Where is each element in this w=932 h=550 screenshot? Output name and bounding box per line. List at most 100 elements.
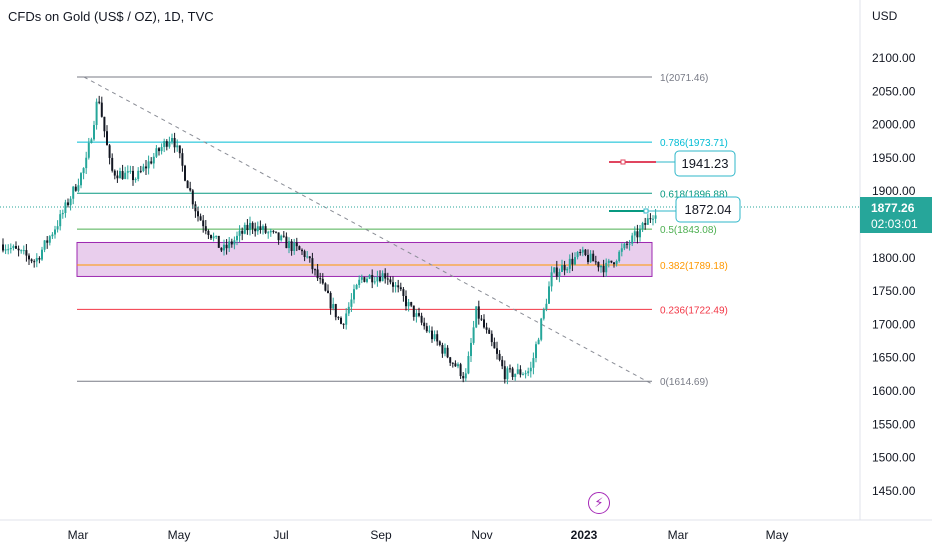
callout-lower[interactable]: 1872.04: [609, 196, 741, 223]
candle-body: [524, 373, 527, 375]
candle-body: [516, 369, 519, 374]
candle-body: [147, 161, 150, 169]
candle-body: [22, 250, 25, 252]
candle-body: [633, 231, 636, 236]
candle-body: [134, 178, 137, 181]
candle-body: [85, 157, 88, 169]
candle-body: [639, 228, 641, 238]
candle-body: [194, 204, 197, 212]
candle-body: [38, 258, 41, 260]
candle-body: [48, 236, 51, 243]
candle-body: [215, 235, 218, 237]
candle-body: [103, 116, 106, 132]
candle-body: [100, 102, 103, 117]
price-tick-label: 1900.00: [872, 184, 916, 198]
candle-body: [587, 254, 589, 263]
candle-body: [613, 262, 615, 265]
candle-body: [597, 261, 600, 268]
candle-body: [184, 165, 186, 181]
candle-body: [581, 249, 584, 253]
candle-body: [77, 185, 80, 191]
fib-level-label: 0.786(1973.71): [660, 138, 728, 149]
candle-body: [15, 246, 17, 249]
candle-body: [600, 265, 602, 268]
candle-body: [529, 367, 532, 372]
candle-body: [191, 190, 194, 205]
candle-body: [228, 241, 231, 249]
candle-body: [93, 125, 95, 140]
candle-body: [251, 222, 254, 229]
callout-upper[interactable]: 1941.23: [609, 150, 736, 177]
candle-body: [238, 230, 241, 236]
candle-body: [67, 202, 69, 206]
time-tick-label: May: [766, 528, 789, 542]
candle-body: [389, 279, 392, 283]
candle-body: [337, 317, 340, 319]
time-tick-label: Mar: [68, 528, 89, 542]
fibonacci-retracement[interactable]: 1(2071.46) 0.786(1973.71) 0.618(1896.88) 0.…: [77, 73, 728, 388]
candle-body: [327, 290, 329, 293]
candle-body: [571, 258, 574, 265]
candle-body: [35, 258, 38, 262]
candle-body: [267, 232, 270, 234]
support-zone[interactable]: [76, 241, 653, 277]
candle-body: [80, 173, 82, 186]
candle-body: [646, 218, 649, 225]
callout-lower-box: [675, 196, 741, 223]
candle-body: [246, 224, 249, 231]
candle-body: [204, 226, 207, 231]
candle-body: [636, 231, 639, 238]
candle-body: [249, 222, 251, 231]
candle-body: [288, 241, 290, 249]
candle-body: [126, 171, 129, 173]
candle-body: [306, 256, 309, 258]
candle-body: [420, 315, 423, 323]
callout-lower-text: 1872.04: [685, 202, 732, 217]
candle-body: [477, 306, 480, 319]
candle-body: [9, 247, 12, 250]
candle-body: [454, 363, 457, 367]
candle-body: [376, 276, 379, 282]
price-tick-label: 1950.00: [872, 151, 916, 165]
candle-body: [631, 235, 634, 244]
candle-body: [20, 250, 23, 252]
candle-body: [277, 232, 280, 241]
candle-body: [381, 273, 384, 282]
candle-body: [550, 272, 553, 287]
candle-body: [483, 319, 485, 328]
price-tick-label: 1750.00: [872, 284, 916, 298]
candle-body: [290, 241, 293, 251]
candle-body: [511, 368, 514, 377]
candle-body: [212, 236, 215, 239]
candle-body: [558, 271, 561, 277]
candle-body: [641, 223, 644, 229]
candle-body: [129, 170, 132, 172]
candle-body: [522, 374, 524, 376]
candle-body: [410, 302, 413, 306]
candle-body: [301, 249, 303, 252]
price-tick-label: 1700.00: [872, 317, 916, 331]
candle-body: [64, 202, 67, 213]
candle-body: [178, 145, 181, 154]
candle-body: [314, 269, 316, 271]
candle-body: [472, 327, 475, 343]
candle-body: [355, 284, 358, 290]
candle-body: [384, 273, 387, 279]
candle-body: [623, 243, 626, 249]
candle-body: [41, 249, 43, 260]
descending-trendline[interactable]: [83, 76, 653, 385]
candle-body: [202, 220, 205, 227]
candle-body: [150, 161, 153, 164]
candle-body: [589, 253, 592, 263]
lightning-icon[interactable]: ⚡: [588, 492, 610, 514]
candle-body: [527, 371, 530, 374]
current-price-value: 1877.26: [871, 201, 915, 215]
price-axis[interactable]: 2100.002050.002000.001950.001900.001850.…: [872, 51, 916, 498]
candle-body: [108, 145, 111, 158]
time-tick-label: Sep: [370, 528, 392, 542]
candle-body: [493, 342, 496, 349]
candle-body: [618, 251, 621, 261]
time-axis[interactable]: Mar May Jul Sep Nov 2023 Mar May: [68, 528, 789, 542]
candle-body: [207, 230, 210, 236]
